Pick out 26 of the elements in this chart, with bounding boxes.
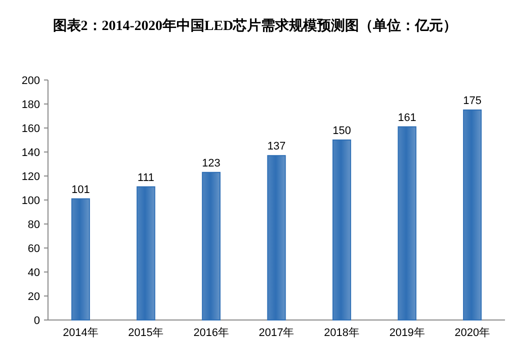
y-tick-label: 20 (28, 291, 40, 303)
x-tick-label: 2019年 (389, 327, 425, 339)
data-label: 137 (267, 140, 286, 153)
y-tick-label: 100 (22, 195, 40, 207)
data-label: 150 (332, 125, 351, 137)
y-tick-label: 180 (22, 99, 40, 111)
x-tick-label: 2015年 (128, 327, 164, 339)
data-label: 161 (398, 112, 416, 124)
y-tick-label: 140 (22, 147, 40, 159)
x-tick-label: 2017年 (258, 327, 294, 339)
data-label: 101 (71, 184, 90, 196)
x-tick-label: 2018年 (324, 327, 360, 339)
x-tick-label: 2020年 (454, 327, 490, 339)
y-tick-label: 60 (28, 243, 40, 255)
y-tick-label: 160 (22, 123, 40, 135)
x-tick-label: 2014年 (62, 327, 98, 339)
y-tick-label: 40 (28, 267, 40, 279)
y-tick-label: 120 (22, 171, 40, 183)
data-label: 111 (138, 172, 154, 184)
y-tick-label: 200 (22, 75, 40, 87)
data-label: 175 (463, 95, 482, 107)
x-tick-label: 2016年 (193, 327, 229, 339)
title: 图表2：2014-2020年中国LED芯片需求规模预测图（单位：亿元） (52, 19, 458, 34)
y-tick-label: 0 (34, 315, 40, 327)
data-label: 123 (202, 157, 220, 170)
y-tick-label: 80 (28, 219, 40, 231)
